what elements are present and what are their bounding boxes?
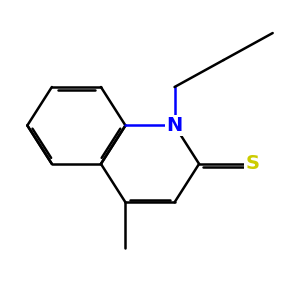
Text: N: N — [167, 116, 183, 135]
Text: S: S — [245, 154, 259, 173]
